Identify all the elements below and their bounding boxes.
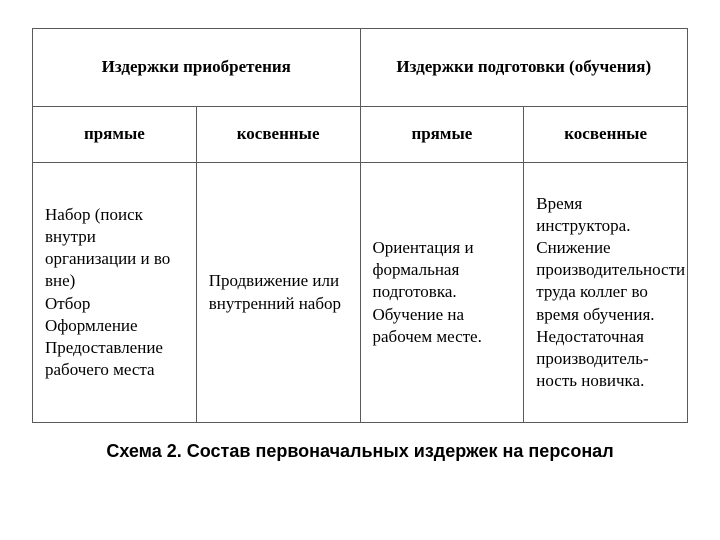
subheader-train-indirect: косвенные [524,107,688,163]
figure-caption: Схема 2. Состав первоначальных издержек … [32,439,688,463]
cell-train-indirect: Время инструктора.Снижение производитель… [524,163,688,423]
subheader-acq-direct: прямые [33,107,197,163]
header-acquisition: Издержки приобретения [33,29,361,107]
table-header-row-sub: прямые косвенные прямые косвенные [33,107,688,163]
cell-train-direct: Ориентация и формальная подготовка.Обуче… [360,163,524,423]
costs-table: Издержки приобретения Издержки подготовк… [32,28,688,423]
cell-acq-direct: Набор (поиск внутри организации и во вне… [33,163,197,423]
cell-acq-indirect: Продвижение или внутренний набор [196,163,360,423]
table-header-row-top: Издержки приобретения Издержки подготовк… [33,29,688,107]
subheader-acq-indirect: косвенные [196,107,360,163]
header-training: Издержки подготовки (обучения) [360,29,688,107]
subheader-train-direct: прямые [360,107,524,163]
table-body-row: Набор (поиск внутри организации и во вне… [33,163,688,423]
costs-table-container: Издержки приобретения Издержки подготовк… [32,28,688,423]
